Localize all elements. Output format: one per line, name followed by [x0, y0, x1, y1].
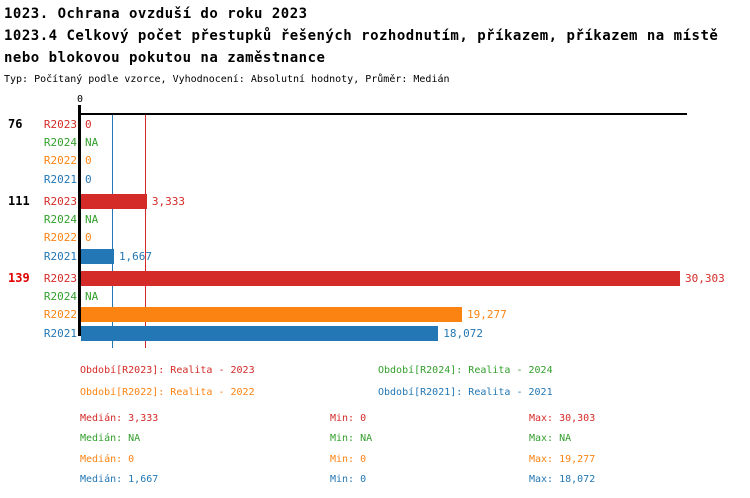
median-line-R2023	[144, 115, 147, 348]
stat-min-R2023: Min: 0	[330, 413, 367, 424]
series-label-R2024: R2024	[43, 135, 77, 149]
series-label-R2022: R2022	[43, 308, 77, 322]
axis-tick-label: 0	[76, 94, 84, 105]
stat-min-R2022: Min: 0	[330, 453, 367, 465]
bar-R2023	[81, 270, 680, 286]
value-label-R2024: NA	[85, 212, 99, 226]
series-label-R2024: R2024	[43, 212, 77, 226]
report-header: 1023. Ochrana ovzduší do roku 2023 1023.…	[4, 3, 718, 87]
report-title-line3: nebo blokovou pokutou na zaměstnance	[4, 50, 326, 66]
median-line-R2021	[111, 115, 114, 348]
value-label-R2024: NA	[85, 289, 99, 303]
bar-R2021	[81, 325, 439, 341]
group-label: 76	[8, 117, 23, 131]
series-label-R2021: R2021	[43, 326, 77, 340]
stat-median-R2023: Medián: 3,333	[80, 413, 159, 424]
stat-median-R2024: Medián: NA	[80, 433, 141, 445]
legend-item-R2023: Období[R2023]: Realita - 2023	[80, 365, 255, 376]
stat-max-R2023: Max: 30,303	[529, 413, 596, 424]
value-label-R2023: 30,303	[685, 271, 725, 285]
value-label-R2021: 0	[85, 172, 92, 186]
stat-min-R2024: Min: NA	[330, 433, 373, 445]
bar-chart: 0 76 R2023 0 R2024 NA R2022 0 R2021 0 111 R2023 3,33…	[0, 93, 750, 355]
value-label-R2022: 0	[85, 231, 92, 245]
value-label-R2023: 0	[85, 117, 92, 131]
value-label-R2023: 3,333	[151, 194, 185, 208]
axis-line-vertical	[78, 105, 81, 336]
report-title-line1: 1023. Ochrana ovzduší do roku 2023	[4, 6, 308, 22]
value-label-R2022: 19,277	[467, 308, 507, 322]
group-label: 139	[8, 271, 30, 285]
stat-median-R2022: Medián: 0	[80, 453, 135, 465]
value-label-R2024: NA	[85, 135, 99, 149]
series-label-R2021: R2021	[43, 249, 77, 263]
series-label-R2023: R2023	[43, 194, 77, 208]
stat-max-R2024: Max: NA	[529, 433, 572, 445]
bar-R2022	[81, 307, 463, 323]
stat-median-R2021: Medián: 1,667	[80, 473, 159, 485]
report-title-line2: 1023.4 Celkový počet přestupků řešených …	[4, 28, 719, 44]
series-label-R2023: R2023	[43, 271, 77, 285]
report-meta: Typ: Počítaný podle vzorce, Vyhodnocení:…	[4, 74, 450, 85]
stat-min-R2021: Min: 0	[330, 473, 367, 485]
value-label-R2021: 18,072	[443, 326, 483, 340]
series-label-R2022: R2022	[43, 231, 77, 245]
value-label-R2022: 0	[85, 154, 92, 168]
series-label-R2021: R2021	[43, 172, 77, 186]
value-label-R2021: 1,667	[118, 249, 153, 263]
legend-item-R2024: Období[R2024]: Realita - 2024	[378, 365, 553, 376]
axis-line-horizontal	[80, 113, 687, 115]
stat-max-R2022: Max: 19,277	[529, 453, 596, 465]
series-label-R2024: R2024	[43, 289, 77, 303]
stat-max-R2021: Max: 18,072	[529, 473, 596, 485]
group-label: 111	[8, 194, 30, 208]
chart-stats: Medián: 3,333 Min: 0 Max: 30,303 Medián: NA…	[80, 409, 595, 490]
chart-legend: Období[R2023]: Realita - 2023 Období[R202…	[80, 360, 553, 404]
bar-R2021	[81, 248, 114, 264]
series-label-R2023: R2023	[43, 117, 77, 131]
legend-item-R2021: Období[R2021]: Realita - 2021	[378, 387, 553, 398]
legend-item-R2022: Období[R2022]: Realita - 2022	[80, 387, 255, 398]
series-label-R2022: R2022	[43, 154, 77, 168]
bar-R2023	[81, 193, 147, 209]
